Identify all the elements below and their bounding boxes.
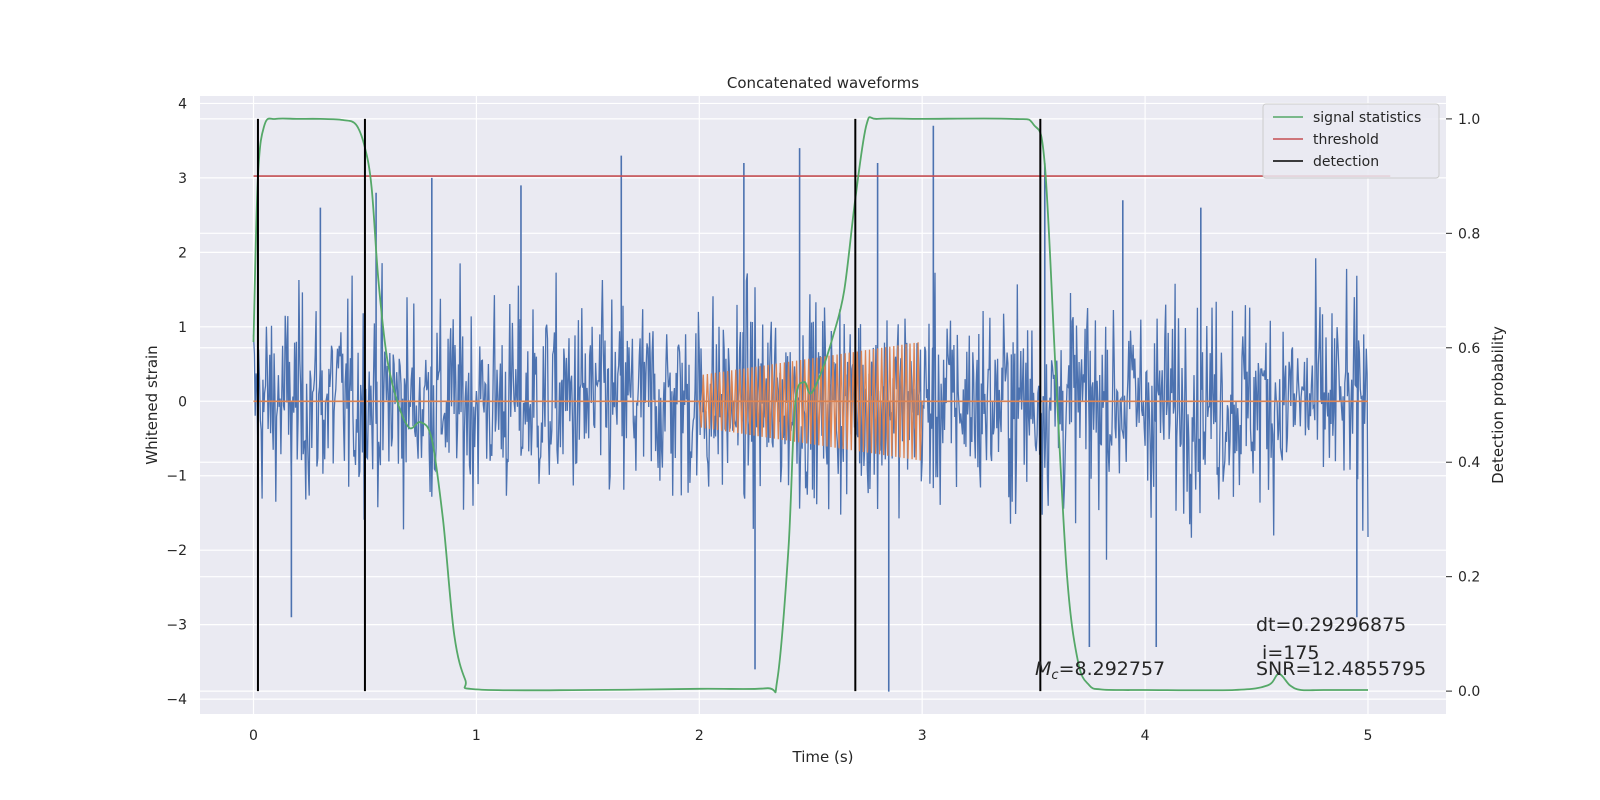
y-tick-label-1: −3 [166,618,187,634]
y-tick-label-8: 4 [178,96,187,112]
signal-statistics-line [252,116,1368,694]
x-axis-label: Time (s) [792,748,854,766]
legend: signal statistics threshold detection [1262,103,1440,179]
x-tick-label-4: 4 [1141,728,1150,744]
annotation-dt: dt=0.29296875 [1256,614,1406,636]
y2-axis-label: Detection probability [1489,326,1507,484]
y2-tick-label-3: 0.6 [1458,341,1480,357]
annotation-chirp-mass-value: =8.292757 [1059,658,1166,680]
y-tick-label-6: 2 [178,245,187,261]
annotations: Mc=8.292757 dt=0.29296875 i=175 SNR=12.4… [1035,614,1426,683]
chart-title: Concatenated waveforms [727,74,919,92]
axes-text: 0 1 2 3 4 5 −4 −3 −2 −1 0 1 2 3 4 0.0 0.2 0.4 0.6 0.8 1.0 [166,96,1480,744]
plot-layer [252,116,1391,694]
y-tick-label-5: 1 [178,320,187,336]
y2-tick-label-5: 1.0 [1458,112,1480,128]
y2-tick-label-2: 0.4 [1458,455,1480,471]
x-tick-label-2: 2 [695,728,704,744]
annotation-i: i=175 [1256,642,1320,664]
y-tick-label-0: −4 [166,692,187,708]
y-tick-label-7: 3 [178,171,187,187]
y-tick-label-4: 0 [178,394,187,410]
legend-box [1262,103,1440,179]
y-axis-label: Whitened strain [143,345,161,464]
legend-label-threshold: threshold [1313,132,1379,148]
x-tick-label-1: 1 [472,728,481,744]
y2-tick-label-4: 0.8 [1458,226,1480,242]
template-chirp [698,342,923,461]
x-tick-label-5: 5 [1364,728,1373,744]
annotation-chirp-mass: Mc=8.292757 [1035,658,1165,683]
x-tick-label-0: 0 [249,728,258,744]
y2-tick-label-1: 0.2 [1458,570,1480,586]
annotation-snr: SNR=12.4855795 [1256,658,1426,680]
strain-line [252,258,1369,560]
x-tick-label-3: 3 [918,728,927,744]
legend-label-detection: detection [1313,154,1379,170]
y-tick-label-3: −1 [166,469,187,485]
y-tick-label-2: −2 [166,543,187,559]
legend-label-signal-statistics: signal statistics [1313,110,1421,126]
y2-tick-label-0: 0.0 [1458,684,1480,700]
